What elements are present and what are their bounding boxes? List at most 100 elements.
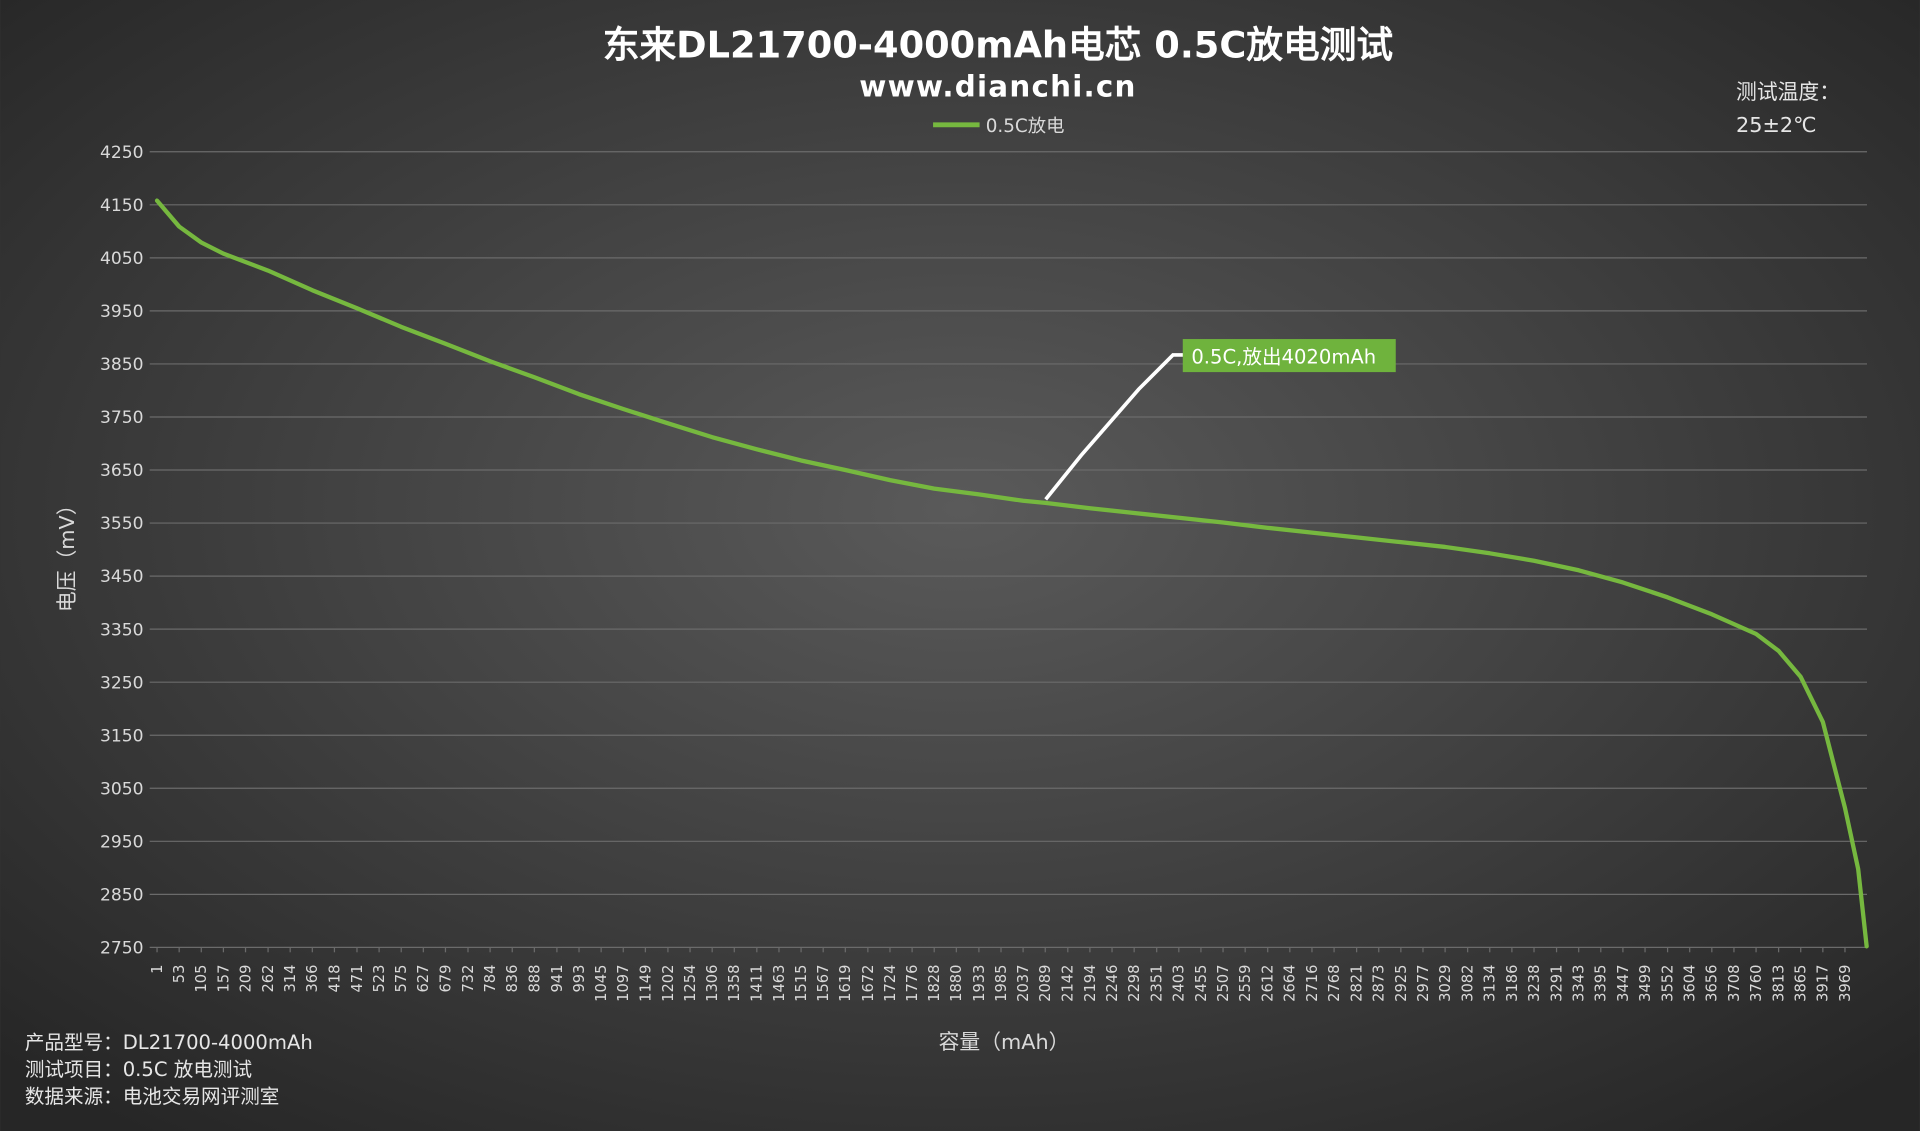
x-tick-label: 105 [193, 965, 210, 993]
x-tick-label: 3917 [1815, 965, 1832, 1002]
x-tick-label: 2768 [1326, 965, 1343, 1002]
x-tick-label: 3813 [1771, 965, 1788, 1002]
x-tick-label: 3865 [1793, 965, 1810, 1002]
x-tick-label: 1097 [615, 965, 632, 1002]
y-tick-label: 2750 [100, 939, 144, 959]
x-tick-label: 2664 [1282, 965, 1299, 1002]
footer-line: 数据来源：电池交易网评测室 [25, 1085, 280, 1108]
x-tick-label: 3029 [1437, 965, 1454, 1002]
annotation-box [1182, 339, 1396, 373]
x-tick-label: 2089 [1037, 965, 1054, 1002]
y-tick-label: 2850 [100, 885, 144, 905]
x-tick-label: 262 [260, 965, 277, 993]
x-tick-label: 888 [526, 965, 543, 993]
x-tick-label: 2821 [1349, 965, 1366, 1002]
x-tick-label: 3343 [1571, 965, 1588, 1002]
x-tick-label: 471 [349, 965, 366, 993]
y-tick-label: 2950 [100, 832, 144, 852]
data-line [154, 198, 1869, 949]
x-tick-label: 1724 [882, 965, 899, 1002]
x-tick-label: 575 [393, 965, 410, 993]
x-tick-label: 3395 [1593, 965, 1610, 1002]
x-tick-label: 732 [460, 965, 477, 993]
note-line: 测试温度： [1736, 80, 1840, 104]
x-tick-label: 1045 [593, 965, 610, 1002]
plot-area: 2750 2850 2950 3050 3150 3250 3350 3450 3550 3650… [100, 143, 1869, 1002]
x-tick-label: 3447 [1615, 965, 1632, 1002]
x-tick-label: 3708 [1726, 965, 1743, 1002]
x-tick-label: 3082 [1460, 965, 1477, 1002]
x-tick-label: 523 [371, 965, 388, 993]
y-tick-label: 3750 [100, 408, 144, 428]
annotation-text: 0.5C,放出4020mAh [1191, 346, 1376, 369]
x-tick-label: 1463 [771, 965, 788, 1002]
y-tick-label: 3050 [100, 779, 144, 799]
x-tick-label: 2455 [1193, 965, 1210, 1002]
x-tick-label: 836 [504, 965, 521, 993]
x-tick-label: 1567 [815, 965, 832, 1002]
x-tick-label: 1358 [726, 965, 743, 1002]
x-tick-label: 1619 [837, 965, 854, 1002]
y-tick-label: 3250 [100, 673, 144, 693]
x-tick-label: 3604 [1682, 965, 1699, 1002]
x-tick-label: 157 [215, 965, 232, 993]
x-tick-label: 2246 [1104, 965, 1121, 1002]
y-tick-label: 3650 [100, 461, 144, 481]
x-tick-label: 2194 [1082, 965, 1099, 1002]
y-tick-label: 3550 [100, 514, 144, 534]
x-tick-label: 3186 [1504, 965, 1521, 1002]
y-axis-label: 电压（mV） [55, 494, 79, 612]
x-tick-label: 2925 [1393, 965, 1410, 1002]
x-tick-label: 2977 [1415, 965, 1432, 1002]
x-tick-label: 993 [571, 965, 588, 993]
x-tick-label: 3134 [1482, 965, 1499, 1002]
x-tick-label: 2507 [1215, 965, 1232, 1002]
x-tick-label: 2037 [1015, 965, 1032, 1002]
x-tick-label: 1254 [682, 965, 699, 1002]
x-tick-label: 1202 [660, 965, 677, 1002]
y-tick-label: 3950 [100, 302, 144, 322]
chart-subtitle: www.dianchi.cn [859, 70, 1136, 104]
x-tick-label: 2142 [1060, 965, 1077, 1002]
x-tick-label: 1515 [793, 965, 810, 1002]
x-tick-label: 3552 [1659, 965, 1676, 1002]
x-tick-label: 2351 [1149, 965, 1166, 1002]
x-tick-label: 418 [326, 965, 343, 993]
x-tick-label: 3656 [1704, 965, 1721, 1002]
x-tick-label: 2716 [1304, 965, 1321, 1002]
footer-line: 测试项目：0.5C 放电测试 [25, 1058, 252, 1081]
y-tick-label: 3450 [100, 567, 144, 587]
x-tick-label: 366 [304, 965, 321, 993]
x-tick-label: 2612 [1260, 965, 1277, 1002]
x-tick-label: 1149 [637, 965, 654, 1002]
chart-title: 东来DL21700-4000mAh电芯 0.5C放电测试 [603, 24, 1394, 67]
x-tick-label: 784 [482, 965, 499, 993]
x-tick-label: 3238 [1526, 965, 1543, 1002]
x-tick-label: 1880 [948, 965, 965, 1002]
x-tick-label: 3291 [1548, 965, 1565, 1002]
x-tick-label: 1672 [860, 965, 877, 1002]
x-tick-label: 1776 [904, 965, 921, 1002]
x-tick-label: 2873 [1371, 965, 1388, 1002]
y-tick-label: 3150 [100, 726, 144, 746]
y-tick-label: 4150 [100, 196, 144, 216]
note-line: 25±2℃ [1736, 113, 1816, 137]
x-tick-label: 679 [437, 965, 454, 993]
x-tick-label: 209 [237, 965, 254, 993]
annotation-leader [1044, 353, 1186, 501]
x-tick-label: 1 [149, 965, 166, 974]
x-tick-label: 941 [549, 965, 566, 993]
x-tick-label: 3969 [1837, 965, 1854, 1002]
x-tick-label: 1933 [971, 965, 988, 1002]
x-tick-label: 2403 [1171, 965, 1188, 1002]
legend-label: 0.5C放电 [986, 116, 1065, 137]
y-tick-label: 4250 [100, 143, 144, 163]
x-tick-label: 1306 [704, 965, 721, 1002]
y-tick-label: 4050 [100, 249, 144, 269]
x-axis-label: 容量（mAh） [939, 1030, 1070, 1054]
footer-line: 产品型号：DL21700-4000mAh [25, 1031, 313, 1054]
x-tick-label: 1828 [926, 965, 943, 1002]
x-tick-label: 3499 [1637, 965, 1654, 1002]
